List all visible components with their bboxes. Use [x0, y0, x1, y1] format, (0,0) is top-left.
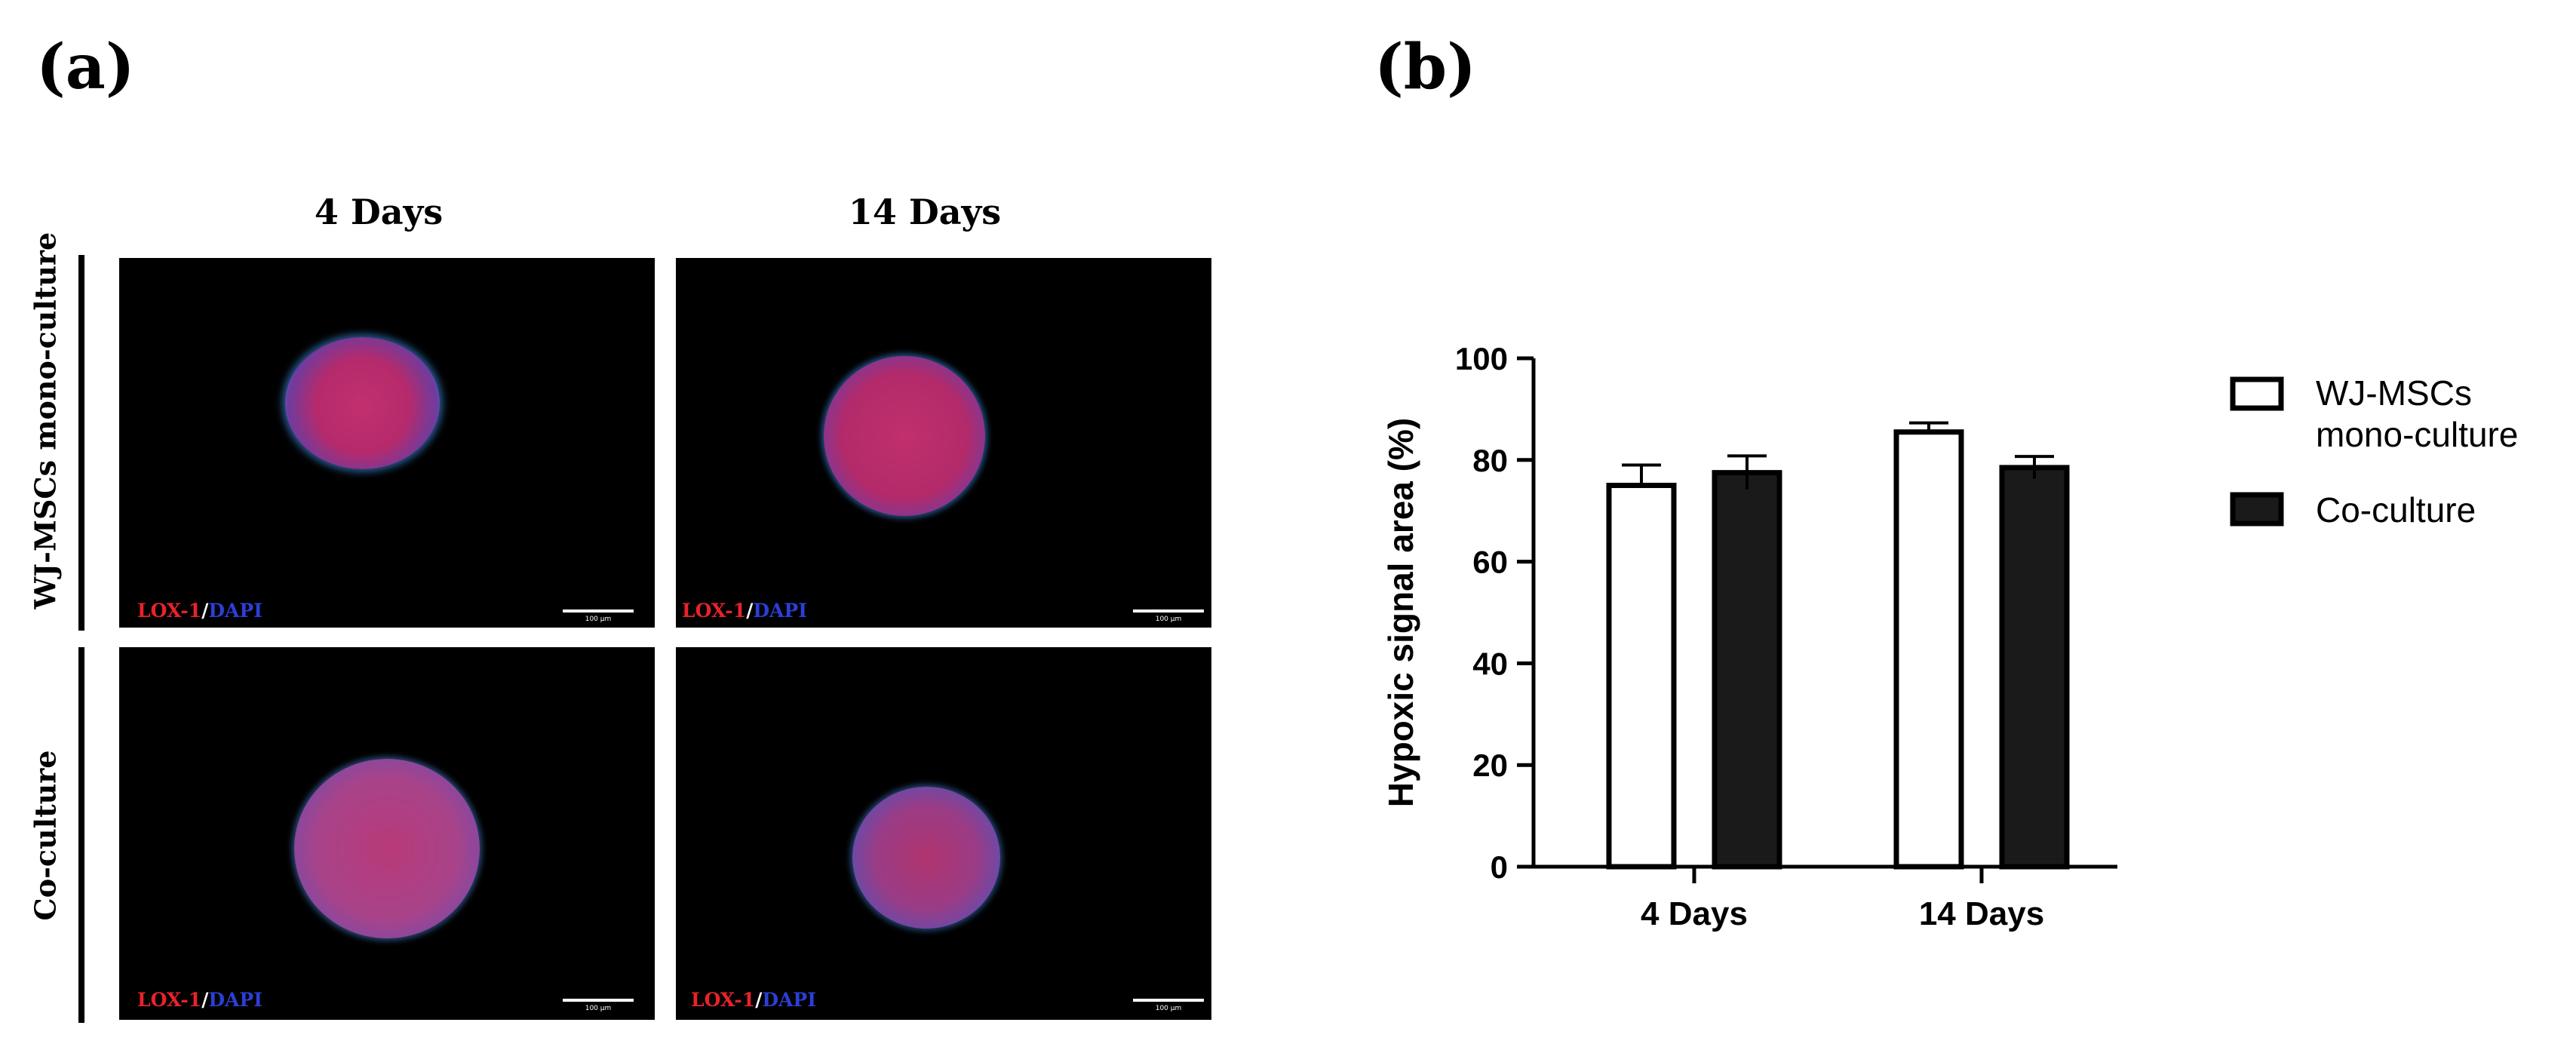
row-label-co-culture: Co-culture [28, 750, 63, 921]
y-tick-label: 80 [1472, 443, 1508, 478]
legend-label-co: Co-culture [2316, 490, 2476, 530]
panel-a-label: (a) [36, 31, 135, 103]
bar-mono-0 [1606, 483, 1677, 870]
scale-bar [563, 609, 634, 612]
spheroid [852, 787, 1000, 929]
legend-swatch-co [2230, 492, 2284, 527]
y-tick-label: 20 [1472, 748, 1508, 783]
row-label-mono-culture: WJ-MSCs mono-culture [28, 232, 63, 609]
bar-co-0 [1712, 470, 1782, 870]
micrograph-mono-14-days: LOX-1/DAPI 100 µm [676, 258, 1211, 628]
scale-bar-text: 100 µm [585, 616, 612, 623]
x-tick-label: 4 Days [1641, 895, 1748, 932]
column-header-14-days: 14 Days [848, 192, 1002, 232]
y-tick-label: 0 [1491, 849, 1508, 885]
stain-label: LOX-1/DAPI [137, 600, 263, 622]
micrograph-mono-4-days: LOX-1/DAPI 100 µm [119, 258, 655, 628]
spheroid [285, 337, 440, 469]
micrograph-co-14-days: LOX-1/DAPI 100 µm [676, 647, 1211, 1020]
stain-label: LOX-1/DAPI [137, 989, 263, 1011]
scale-bar-text: 100 µm [585, 1005, 612, 1012]
y-tick-label: 100 [1455, 341, 1508, 376]
row-bar-co-culture [78, 647, 84, 1023]
legend-label-mono-line2: mono-culture [2316, 415, 2518, 454]
scale-bar [1133, 999, 1204, 1002]
row-bar-mono-culture [78, 255, 84, 631]
scale-bar [1133, 609, 1204, 612]
scale-bar-text: 100 µm [1155, 616, 1182, 623]
panel-b-label: (b) [1374, 31, 1476, 103]
column-header-4-days: 4 Days [314, 192, 444, 232]
x-tick-label: 14 Days [1919, 895, 2044, 932]
legend-swatch-mono [2230, 376, 2284, 411]
y-tick-label: 60 [1472, 545, 1508, 580]
spheroid [824, 356, 985, 516]
y-tick-label: 40 [1472, 646, 1508, 681]
bar-chart: 0 20 40 60 80 100 Hypoxic signal area (%) 4 Day… [1381, 341, 2518, 932]
bar-mono-1 [1893, 429, 1964, 870]
bar-co-1 [1999, 465, 2070, 870]
stain-label: LOX-1/DAPI [691, 989, 816, 1011]
scale-bar-text: 100 µm [1155, 1005, 1182, 1012]
spheroid [294, 759, 480, 938]
legend-label-mono-line1: WJ-MSCs [2316, 373, 2472, 413]
stain-label: LOX-1/DAPI [682, 600, 807, 622]
micrograph-co-4-days: LOX-1/DAPI 100 µm [119, 647, 655, 1020]
y-axis-label: Hypoxic signal area (%) [1381, 418, 1420, 807]
scale-bar [563, 999, 634, 1002]
